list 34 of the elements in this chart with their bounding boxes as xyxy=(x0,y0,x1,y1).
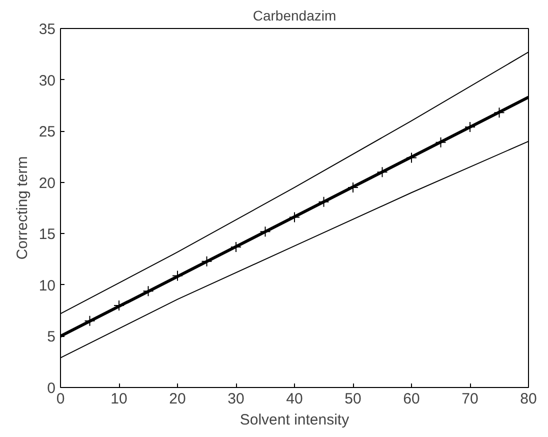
x-tick-label: 10 xyxy=(110,390,128,408)
point xyxy=(406,152,417,164)
point xyxy=(142,286,154,297)
point xyxy=(84,315,96,326)
point xyxy=(201,256,212,267)
y-axis-title: Correcting term xyxy=(14,156,31,260)
y-tick-label: 35 xyxy=(38,21,56,38)
point xyxy=(464,121,476,132)
point xyxy=(289,212,300,223)
x-axis-title: Solvent intensity xyxy=(240,412,350,428)
x-tick-label: 20 xyxy=(169,390,186,408)
chart-title: Carbendazim xyxy=(252,8,336,24)
y-tick-label: 25 xyxy=(38,124,56,141)
y-tick-label: 30 xyxy=(38,72,56,90)
y-tick-label: 20 xyxy=(38,174,56,192)
point xyxy=(494,107,505,118)
point xyxy=(260,226,271,238)
x-tick-label: 70 xyxy=(462,390,478,408)
point xyxy=(376,166,388,178)
x-tick-label: 30 xyxy=(228,390,244,408)
y-tick-label: 15 xyxy=(38,226,56,244)
point xyxy=(114,300,124,311)
point xyxy=(230,241,242,252)
y-tick-label: 10 xyxy=(38,277,56,294)
point xyxy=(318,196,330,208)
y-tick-label: 0 xyxy=(47,380,56,397)
point xyxy=(435,136,446,148)
x-tick-label: 50 xyxy=(344,390,362,408)
y-tick-label: 5 xyxy=(47,328,56,346)
x-tick-label: 80 xyxy=(520,390,537,408)
x-tick-label: 40 xyxy=(286,390,303,408)
point xyxy=(348,182,358,193)
x-tick-label: 60 xyxy=(403,390,420,408)
point xyxy=(172,270,183,282)
